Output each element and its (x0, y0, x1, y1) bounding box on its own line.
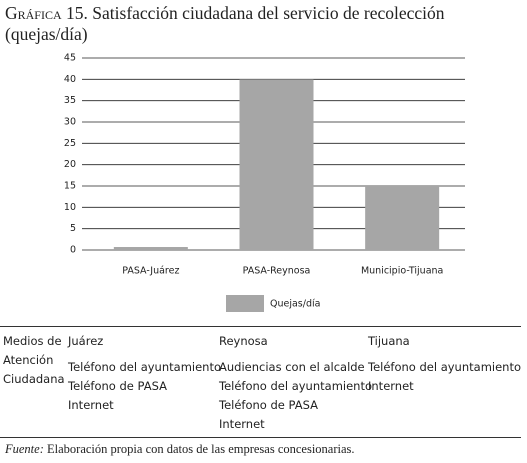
bar (239, 79, 314, 250)
table-cell: Teléfono de PASA (68, 379, 167, 393)
x-tick-label: Municipio-Tijuana (361, 266, 443, 277)
source-text: Elaboración propia con datos de las empr… (47, 442, 355, 456)
table-rule (0, 326, 521, 327)
table-cell: Teléfono del ayuntamiento (219, 379, 372, 393)
table-cell: Audiencias con el alcalde (219, 360, 365, 374)
source-note: Fuente: Elaboración propia con datos de … (5, 442, 355, 457)
y-tick-label: 15 (64, 181, 76, 192)
table-rule (0, 437, 521, 438)
y-tick-label: 25 (64, 138, 76, 149)
bar (365, 186, 440, 250)
y-tick-label: 45 (64, 53, 76, 64)
chart-title-text: Satisfacción ciudadana del servicio de r… (5, 3, 445, 44)
table-cell: Internet (68, 398, 114, 412)
legend-label: Quejas/día (270, 299, 320, 310)
table-cell: Reynosa (219, 334, 268, 348)
table-cell: Teléfono del ayuntamiento (68, 360, 221, 374)
y-tick-label: 40 (64, 74, 76, 85)
y-tick-label: 35 (64, 95, 76, 106)
y-tick-label: 0 (70, 245, 76, 256)
table-cell: Internet (219, 417, 265, 431)
bar (113, 247, 188, 250)
chart-title: Gráfica 15. Satisfacción ciudadana del s… (5, 3, 475, 45)
y-tick-label: 30 (64, 117, 76, 128)
x-tick-label: PASA-Juárez (122, 266, 179, 277)
table-cell: Teléfono de PASA (219, 398, 318, 412)
y-tick-label: 10 (64, 202, 76, 213)
chart: 0 5 10 15 20 25 30 35 40 45 PASA-Juárez PASA-Reynos… (64, 53, 465, 312)
x-tick-label: PASA-Reynosa (243, 266, 311, 277)
table-cell: Teléfono del ayuntamiento (368, 360, 521, 374)
y-tick-label: 5 (70, 223, 76, 234)
legend-swatch (226, 295, 264, 312)
table-cell: Internet (368, 379, 414, 393)
table-cell: Medios de Atención Ciudadana (3, 334, 65, 386)
table-cell: Tijuana (368, 334, 410, 348)
table-cell: Juárez (68, 334, 104, 348)
y-tick-label: 20 (64, 159, 76, 170)
source-label: Fuente: (5, 442, 44, 456)
chart-label: Gráfica 15. (5, 3, 88, 23)
